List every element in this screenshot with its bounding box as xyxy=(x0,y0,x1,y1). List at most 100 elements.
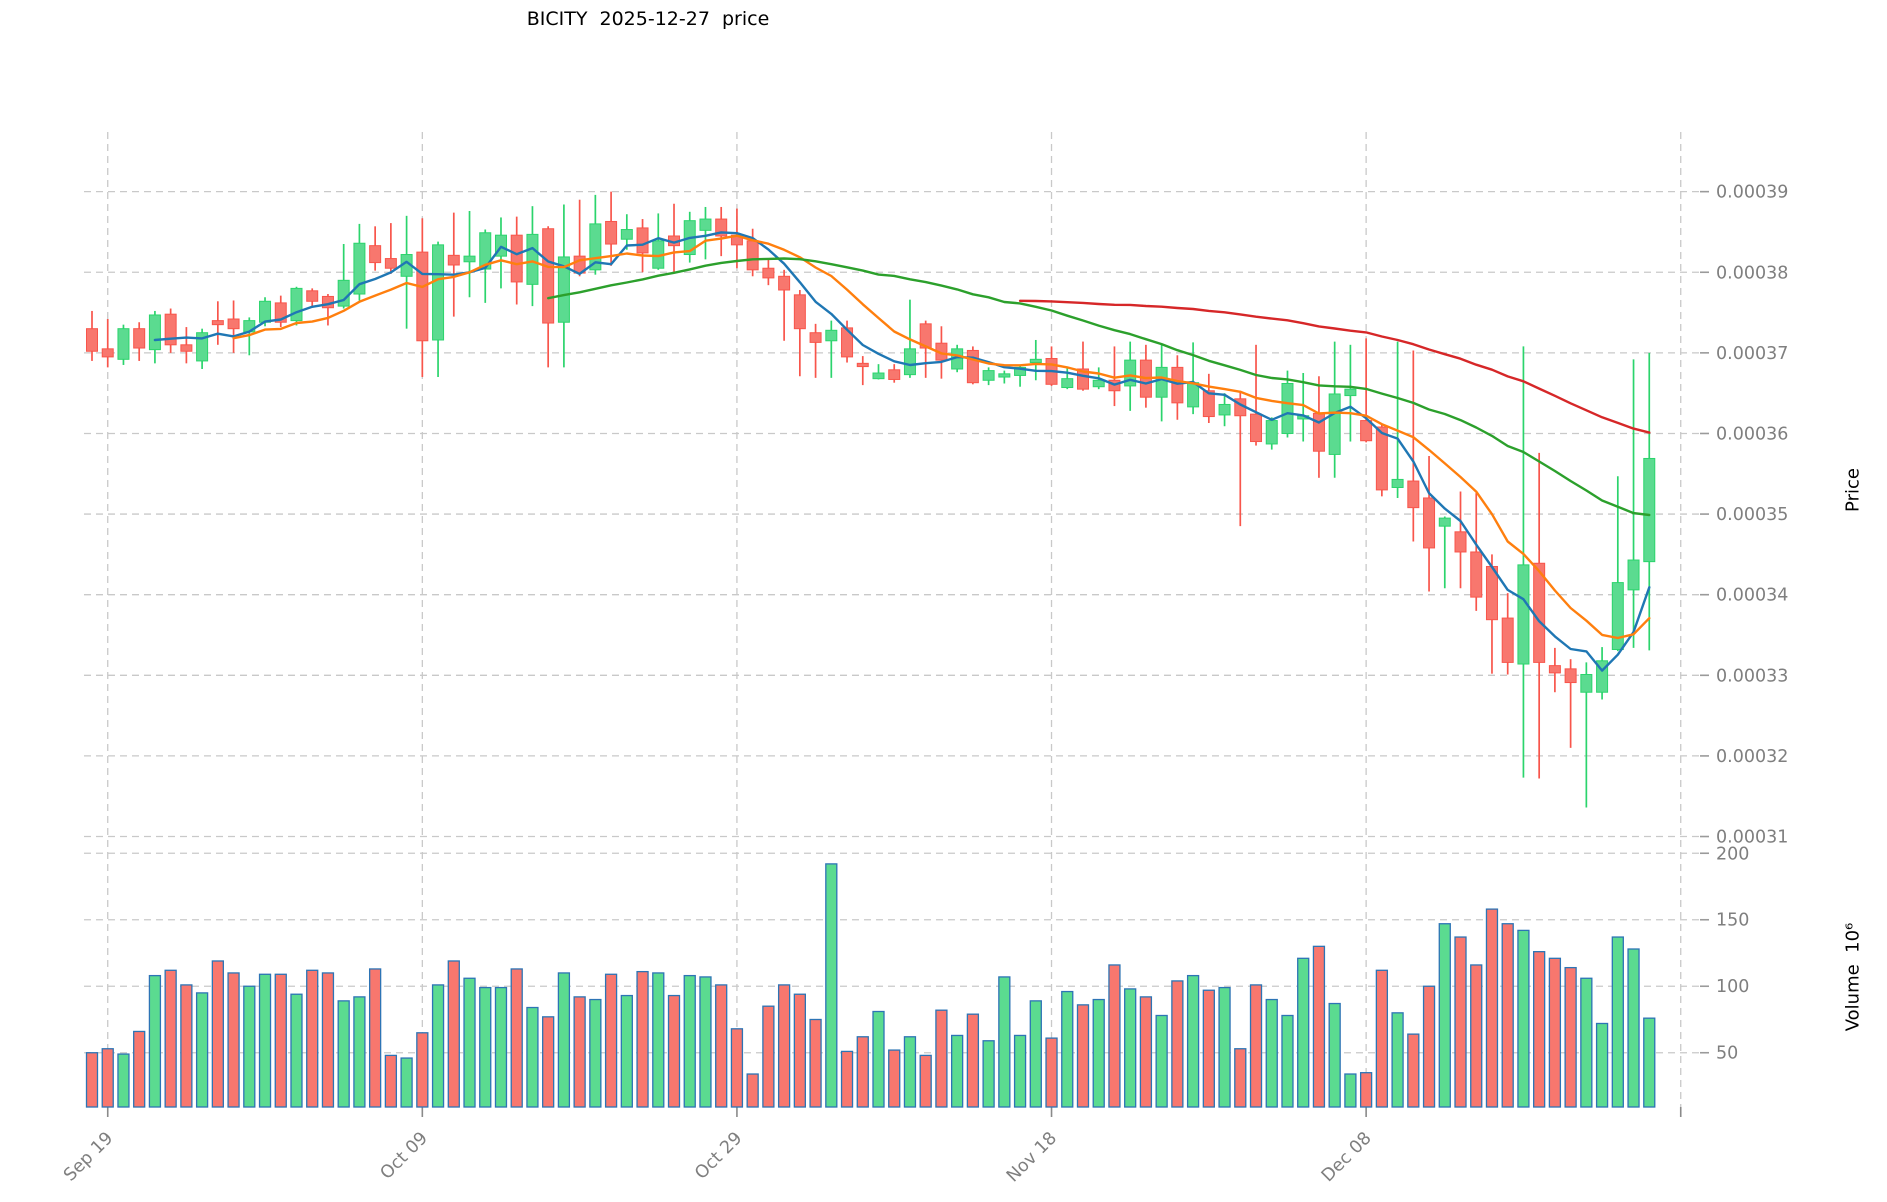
volume-bar xyxy=(1328,1002,1341,1108)
volume-bar xyxy=(274,973,287,1108)
price-tick-label: 0.00036 xyxy=(1716,424,1788,444)
price-tick-label: 0.00038 xyxy=(1716,263,1788,283)
candle-down xyxy=(180,344,193,352)
volume-bar xyxy=(589,998,602,1108)
candle-down xyxy=(1423,497,1436,549)
volume-bar xyxy=(1092,998,1105,1108)
volume-bar xyxy=(1076,1004,1090,1108)
candle-down xyxy=(101,348,114,358)
volume-tick-label: 50 xyxy=(1716,1044,1738,1064)
volume-bar xyxy=(1108,964,1121,1108)
candle-up xyxy=(526,233,539,285)
volume-bar xyxy=(542,1016,555,1108)
candle-up xyxy=(1218,403,1231,416)
volume-bar xyxy=(998,976,1011,1108)
candle-up xyxy=(872,372,885,380)
candle-up xyxy=(353,242,366,295)
volume-bar xyxy=(526,1006,539,1108)
volume-bar xyxy=(1454,936,1467,1108)
volume-bar xyxy=(1124,988,1137,1108)
volume-bar xyxy=(243,985,256,1108)
x-tick-label: Nov 18 xyxy=(1003,1128,1061,1186)
candle-up xyxy=(463,255,476,263)
candle-up xyxy=(1014,366,1027,376)
candle-down xyxy=(369,245,382,264)
candle-up xyxy=(259,300,272,323)
price-tick-label: 0.00034 xyxy=(1716,586,1788,606)
candle-up xyxy=(117,328,130,360)
candle-down xyxy=(809,332,822,343)
candle-down xyxy=(1202,390,1215,418)
volume-bar xyxy=(793,993,806,1108)
candle-up xyxy=(1281,382,1294,434)
candle-up xyxy=(432,244,445,341)
volume-bar xyxy=(447,960,460,1108)
volume-bar xyxy=(557,972,571,1108)
volume-bar xyxy=(1580,977,1593,1108)
candle-up xyxy=(1580,673,1593,693)
candle-down xyxy=(1076,368,1089,390)
volume-bar xyxy=(1517,929,1530,1108)
candle-up xyxy=(1596,660,1609,693)
candle-up xyxy=(589,223,602,271)
candle-down xyxy=(1250,413,1263,443)
volume-bar xyxy=(825,863,838,1108)
volume-bar xyxy=(1297,957,1310,1108)
candle-down xyxy=(1360,420,1373,442)
candle-down xyxy=(1564,668,1577,684)
volume-bar xyxy=(1186,974,1200,1108)
volume-bar xyxy=(400,1057,413,1108)
x-tick-label: Dec 08 xyxy=(1318,1128,1376,1186)
candle-down xyxy=(1171,366,1184,404)
volume-bar xyxy=(919,1054,932,1108)
x-tick-label: Sep 19 xyxy=(60,1128,117,1185)
volume-bar xyxy=(1611,936,1624,1108)
volume-bar xyxy=(85,1052,99,1108)
price-tick-label: 0.00037 xyxy=(1716,344,1788,364)
volume-bar xyxy=(1391,1012,1404,1108)
candle-up xyxy=(1344,388,1357,397)
volume-bar xyxy=(1422,985,1436,1108)
volume-bar xyxy=(1139,996,1153,1108)
candle-down xyxy=(841,327,854,358)
volume-bar xyxy=(1407,1033,1420,1108)
volume-bar xyxy=(903,1036,917,1108)
candle-down xyxy=(1375,426,1388,491)
candle-down xyxy=(715,218,728,237)
candle-down xyxy=(510,234,523,283)
volume-bar xyxy=(730,1028,744,1108)
candle-down xyxy=(227,318,240,330)
candle-down xyxy=(888,369,901,380)
candle-up xyxy=(290,287,303,322)
volume-bar xyxy=(258,973,272,1108)
candle-up xyxy=(1265,420,1278,445)
volume-bar xyxy=(573,996,586,1108)
candle-up xyxy=(620,229,633,240)
candle-down xyxy=(447,254,460,266)
candle-down xyxy=(1407,480,1420,509)
candle-down xyxy=(1548,665,1561,674)
volume-bar xyxy=(620,994,633,1108)
candle-up xyxy=(1643,457,1656,563)
candle-down xyxy=(416,251,429,342)
volume-bar xyxy=(982,1040,995,1108)
volume-bar xyxy=(211,960,224,1108)
price-tick-label: 0.00032 xyxy=(1716,747,1788,767)
volume-bar xyxy=(164,969,177,1108)
volume-bar xyxy=(133,1030,146,1108)
volume-bar xyxy=(966,1013,980,1108)
volume-bar xyxy=(148,974,162,1108)
volume-bar xyxy=(715,984,728,1108)
volume-bar xyxy=(1595,1022,1609,1108)
volume-bar xyxy=(1171,980,1184,1108)
volume-bar xyxy=(840,1050,854,1108)
candle-up xyxy=(1517,564,1530,665)
volume-axis-label: Volume 10⁶ xyxy=(1842,922,1864,1032)
candle-up xyxy=(196,332,209,362)
volume-bar xyxy=(510,968,523,1108)
volume-bar xyxy=(195,992,209,1108)
volume-bar xyxy=(1281,1014,1294,1108)
volume-bar xyxy=(384,1054,398,1108)
volume-bar xyxy=(888,1049,901,1108)
